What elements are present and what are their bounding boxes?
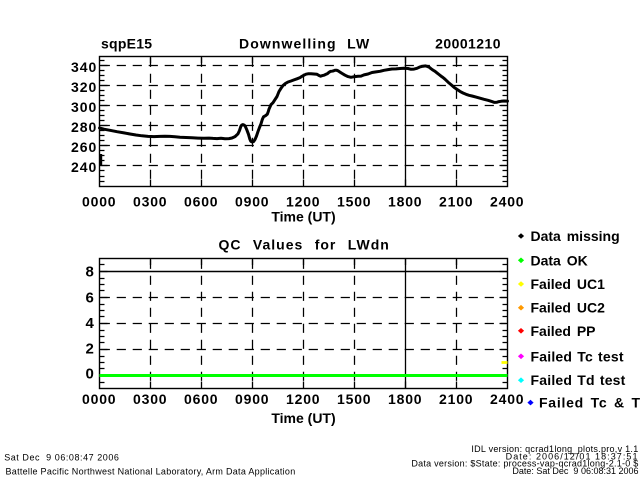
svg-text:0900: 0900: [235, 391, 269, 407]
svg-text:20001210: 20001210: [435, 36, 501, 52]
svg-text:0600: 0600: [184, 391, 218, 407]
svg-text:sqpE15: sqpE15: [101, 36, 152, 52]
svg-text:2400: 2400: [490, 193, 524, 209]
svg-text:1200: 1200: [286, 193, 320, 209]
svg-text:0000: 0000: [82, 391, 116, 407]
svg-text:260: 260: [71, 139, 97, 155]
svg-text:Downwelling LW: Downwelling LW: [239, 36, 370, 52]
svg-text:Time (UT): Time (UT): [271, 410, 335, 426]
svg-text:Failed PP: Failed PP: [531, 323, 596, 339]
svg-text:QC Values for LWdn: QC Values for LWdn: [219, 237, 390, 253]
svg-text:Failed UC2: Failed UC2: [531, 300, 606, 316]
svg-text:Date: 2006/12/01 18:37:51: Date: 2006/12/01 18:37:51: [506, 452, 639, 462]
svg-text:0300: 0300: [133, 193, 167, 209]
svg-text:280: 280: [71, 119, 97, 135]
svg-text:Failed Td test: Failed Td test: [531, 372, 626, 388]
svg-text:0600: 0600: [184, 193, 218, 209]
svg-text:4: 4: [85, 315, 94, 332]
svg-text:340: 340: [71, 59, 97, 75]
svg-text:300: 300: [71, 99, 97, 115]
svg-text:Battelle Pacific Northwest Nat: Battelle Pacific Northwest National Labo…: [6, 467, 296, 477]
svg-text:Data version: $State: process-: Data version: $State: process-vap-qcrad1…: [411, 459, 638, 469]
svg-text:1800: 1800: [388, 391, 422, 407]
svg-text:IDL version: qcrad1long_plots.: IDL version: qcrad1long_plots.pro,v 1.1: [471, 444, 638, 454]
svg-text:8: 8: [85, 264, 93, 281]
svg-text:1800: 1800: [388, 193, 422, 209]
svg-text:Time (UT): Time (UT): [271, 209, 335, 225]
svg-text:Failed Tc & Td: Failed Tc & Td: [539, 395, 640, 411]
svg-text:Data OK: Data OK: [531, 252, 588, 268]
svg-text:0900: 0900: [235, 193, 269, 209]
svg-text:6: 6: [85, 290, 93, 307]
svg-text:2400: 2400: [490, 391, 524, 407]
svg-text:2100: 2100: [439, 391, 473, 407]
svg-text:2: 2: [85, 341, 93, 358]
svg-text:0300: 0300: [133, 391, 167, 407]
svg-text:240: 240: [71, 159, 97, 175]
svg-text:1500: 1500: [337, 193, 371, 209]
svg-text:1500: 1500: [337, 391, 371, 407]
svg-text:1200: 1200: [286, 391, 320, 407]
svg-text:Failed UC1: Failed UC1: [531, 276, 606, 292]
svg-text:Date: Sat Dec 9 06:08:31 2006: Date: Sat Dec 9 06:08:31 2006: [512, 466, 638, 476]
svg-text:320: 320: [71, 79, 97, 95]
svg-text:Sat Dec 9 06:08:47 2006: Sat Dec 9 06:08:47 2006: [4, 453, 119, 463]
svg-text:0: 0: [85, 365, 93, 382]
svg-text:0000: 0000: [82, 193, 116, 209]
svg-text:Failed Tc test: Failed Tc test: [531, 348, 624, 364]
svg-text:Data missing: Data missing: [531, 228, 620, 244]
svg-text:2100: 2100: [439, 193, 473, 209]
